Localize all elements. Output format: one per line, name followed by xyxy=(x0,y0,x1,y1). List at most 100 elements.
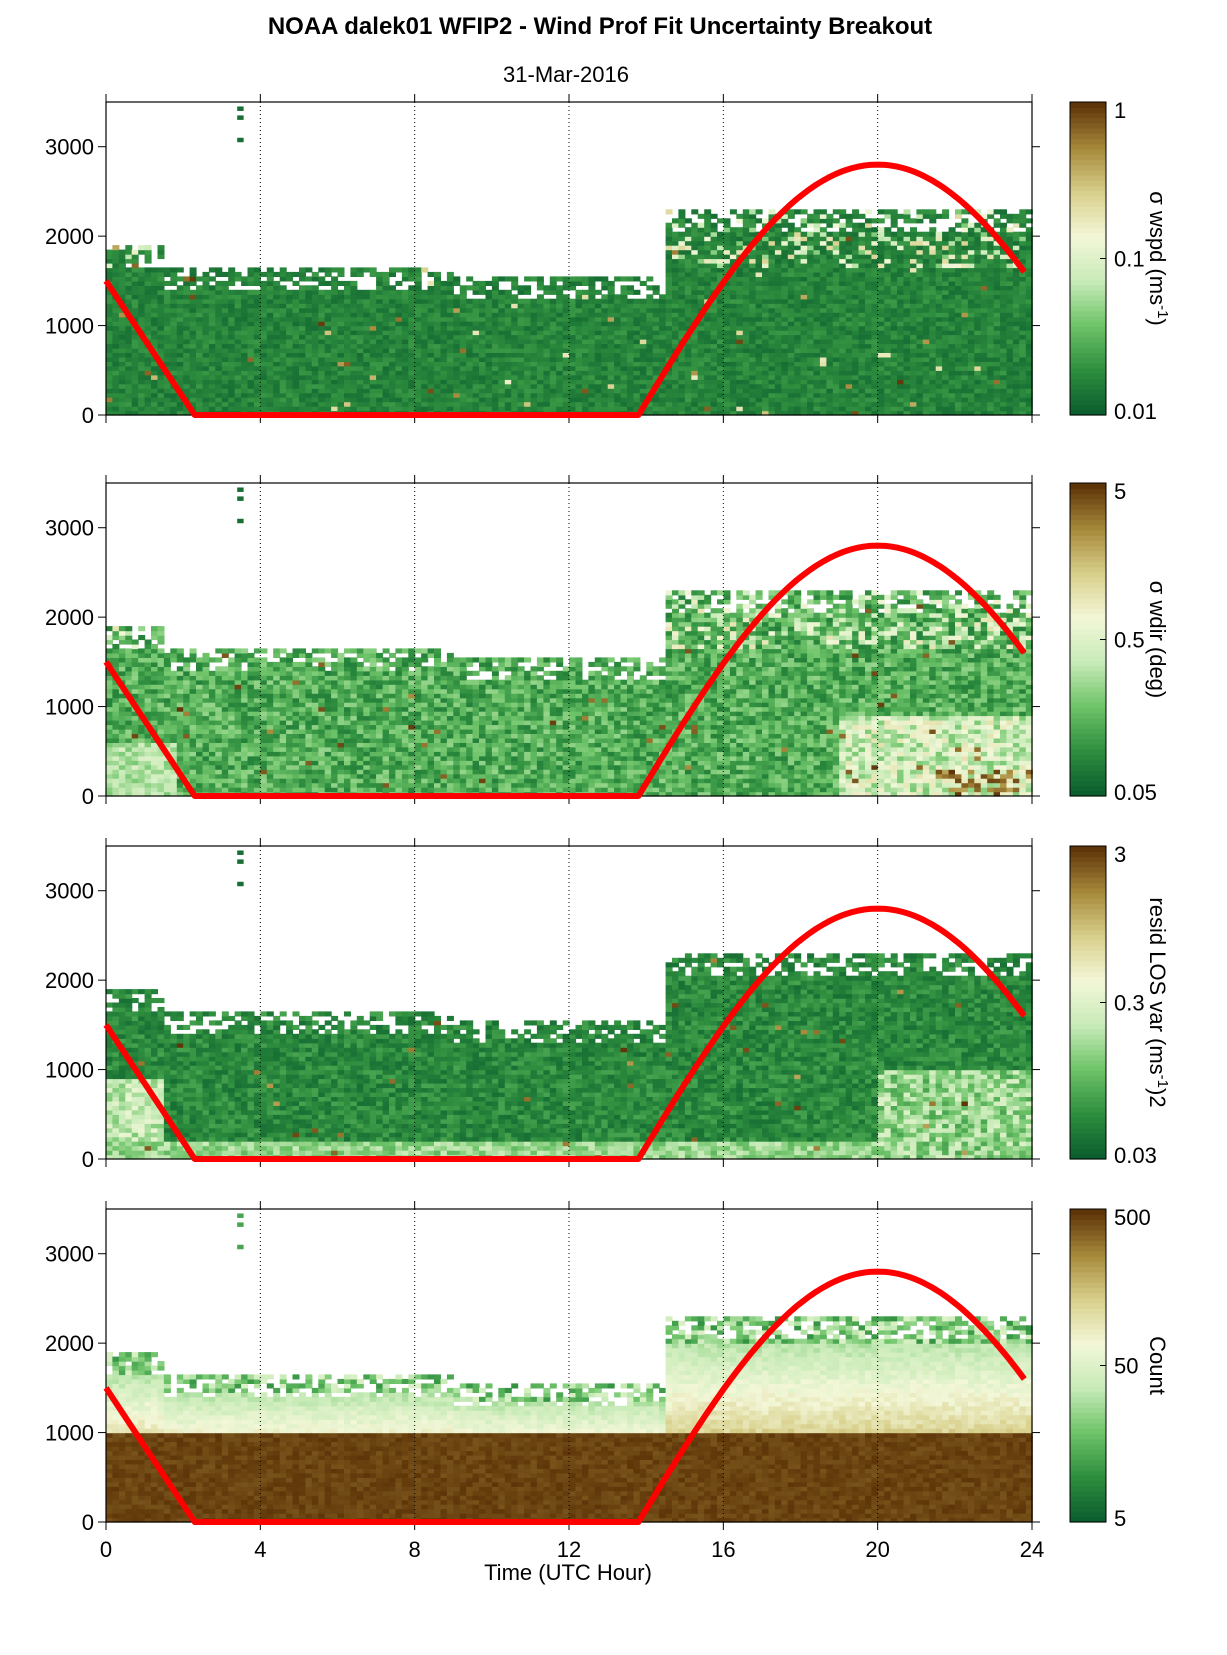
heatmap-cell xyxy=(839,335,846,340)
heatmap-cell xyxy=(987,259,994,264)
heatmap-cell xyxy=(839,259,846,264)
heatmap-cell xyxy=(891,299,898,304)
heatmap-cell xyxy=(859,402,866,407)
heatmap-cell xyxy=(891,214,898,219)
heatmap-cell xyxy=(633,303,640,308)
heatmap-cell xyxy=(910,335,917,340)
heatmap-cell xyxy=(775,366,782,371)
heatmap-cell xyxy=(987,214,994,219)
heatmap-cell xyxy=(588,393,595,398)
heatmap-cell xyxy=(145,285,152,290)
heatmap-cell xyxy=(897,384,904,389)
heatmap-cell xyxy=(151,281,158,286)
heatmap-cell xyxy=(543,361,550,366)
heatmap-cell xyxy=(595,384,602,389)
heatmap-cell xyxy=(691,259,698,264)
heatmap-cell xyxy=(125,335,132,340)
heatmap-cell xyxy=(833,241,840,246)
heatmap-cell xyxy=(859,326,866,331)
heatmap-cell xyxy=(788,299,795,304)
heatmap-cell xyxy=(479,281,486,286)
heatmap-cell xyxy=(331,303,338,308)
heatmap-cell xyxy=(704,227,711,232)
heatmap-cell xyxy=(769,326,776,331)
heatmap-cell xyxy=(884,357,891,362)
heatmap-cell xyxy=(486,402,493,407)
heatmap-cell xyxy=(235,357,242,362)
heatmap-cell xyxy=(865,267,872,272)
heatmap-cell xyxy=(473,299,480,304)
heatmap-cell xyxy=(691,357,698,362)
heatmap-cell xyxy=(511,348,518,353)
heatmap-cell xyxy=(833,294,840,299)
heatmap-cell xyxy=(415,285,422,290)
heatmap-cell xyxy=(260,321,267,326)
heatmap-cell xyxy=(357,290,364,295)
heatmap-cell xyxy=(357,308,364,313)
heatmap-cell xyxy=(325,375,332,380)
heatmap-cell xyxy=(550,388,557,393)
heatmap-cell xyxy=(678,370,685,375)
heatmap-cell xyxy=(286,352,293,357)
heatmap-cell xyxy=(556,317,563,322)
heatmap-cell xyxy=(987,330,994,335)
heatmap-cell xyxy=(968,263,975,268)
heatmap-cell xyxy=(183,335,190,340)
heatmap-cell xyxy=(421,375,428,380)
heatmap-cell xyxy=(820,366,827,371)
heatmap-cell xyxy=(151,294,158,299)
heatmap-cell xyxy=(833,285,840,290)
heatmap-cell xyxy=(788,214,795,219)
heatmap-cell xyxy=(942,321,949,326)
heatmap-cell xyxy=(949,326,956,331)
heatmap-cell xyxy=(595,379,602,384)
heatmap-cell xyxy=(769,259,776,264)
heatmap-cell xyxy=(280,406,287,411)
heatmap-cell xyxy=(164,352,171,357)
heatmap-cell xyxy=(672,379,679,384)
heatmap-cell xyxy=(839,406,846,411)
heatmap-cell xyxy=(904,263,911,268)
heatmap-cell xyxy=(994,357,1001,362)
heatmap-cell xyxy=(331,388,338,393)
heatmap-cell xyxy=(305,366,312,371)
heatmap-cell xyxy=(370,379,377,384)
heatmap-cell xyxy=(582,384,589,389)
heatmap-cell xyxy=(775,241,782,246)
heatmap-cell xyxy=(846,384,853,389)
heatmap-cell xyxy=(460,294,467,299)
heatmap-cell xyxy=(743,299,750,304)
heatmap-cell xyxy=(621,299,628,304)
heatmap-cell xyxy=(215,330,222,335)
heatmap-cell xyxy=(910,254,917,259)
heatmap-cell xyxy=(923,263,930,268)
heatmap-cell xyxy=(910,285,917,290)
heatmap-cell xyxy=(235,384,242,389)
heatmap-cell xyxy=(312,379,319,384)
heatmap-cell xyxy=(691,267,698,272)
heatmap-cell xyxy=(846,370,853,375)
heatmap-cell xyxy=(158,317,165,322)
heatmap-cell xyxy=(897,308,904,313)
heatmap-cell xyxy=(486,281,493,286)
heatmap-cell xyxy=(415,326,422,331)
heatmap-cell xyxy=(916,285,923,290)
heatmap-cell xyxy=(511,388,518,393)
heatmap-cell xyxy=(370,321,377,326)
heatmap-cell xyxy=(531,370,538,375)
heatmap-cell xyxy=(621,370,628,375)
heatmap-cell xyxy=(865,303,872,308)
heatmap-cell xyxy=(145,384,152,389)
heatmap-cell xyxy=(492,352,499,357)
heatmap-cell xyxy=(961,379,968,384)
heatmap-cell xyxy=(852,209,859,214)
heatmap-cell xyxy=(511,361,518,366)
heatmap-cell xyxy=(794,290,801,295)
heatmap-cell xyxy=(576,330,583,335)
heatmap-cell xyxy=(183,330,190,335)
heatmap-cell xyxy=(209,402,216,407)
heatmap-cell xyxy=(415,344,422,349)
heatmap-cell xyxy=(814,375,821,380)
heatmap-cell xyxy=(794,263,801,268)
heatmap-cell xyxy=(961,218,968,223)
